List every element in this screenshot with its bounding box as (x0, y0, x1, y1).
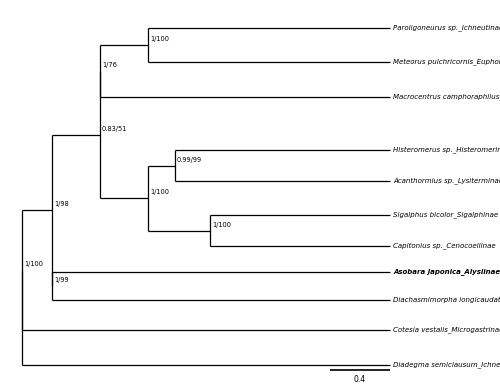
Text: Acanthormius sp._Lysiterminae  KF385867: Acanthormius sp._Lysiterminae KF385867 (393, 178, 500, 184)
Text: Sigalphus bicolor_Sigalphinae  KF385876: Sigalphus bicolor_Sigalphinae KF385876 (393, 212, 500, 218)
Text: 1/100: 1/100 (150, 36, 169, 42)
Text: Meteorus pulchricornis_Euphorinae  GU097657: Meteorus pulchricornis_Euphorinae GU0976… (393, 58, 500, 65)
Text: Macrocentrus camphoraphilus_Macrocentrinae  GU097656: Macrocentrus camphoraphilus_Macrocentrin… (393, 94, 500, 100)
Text: 1/100: 1/100 (212, 221, 231, 227)
Text: Cotesia vestalis_Microgastrinae  FJ154897: Cotesia vestalis_Microgastrinae FJ154897 (393, 327, 500, 334)
Text: Paroligoneurus sp._Ichneutinae  KJ412472: Paroligoneurus sp._Ichneutinae KJ412472 (393, 25, 500, 31)
Text: 0.83/51: 0.83/51 (102, 125, 128, 131)
Text: Diachasmimorpha longicaudata_Opiinae  GU097655: Diachasmimorpha longicaudata_Opiinae GU0… (393, 297, 500, 303)
Text: 1/100: 1/100 (150, 189, 169, 195)
Text: 0.4: 0.4 (354, 375, 366, 384)
Text: 1/100: 1/100 (24, 261, 43, 267)
Text: 0.99/99: 0.99/99 (177, 156, 202, 163)
Text: Capitonius sp._Cenocoellinae  KF385869: Capitonius sp._Cenocoellinae KF385869 (393, 243, 500, 249)
Text: Histeromerus sp._Histeromerinae  KF418765: Histeromerus sp._Histeromerinae KF418765 (393, 147, 500, 153)
Text: 1/99: 1/99 (54, 277, 68, 283)
Text: 1/76: 1/76 (102, 62, 117, 68)
Text: 1/98: 1/98 (54, 201, 69, 207)
Text: Diadegma semiclausum_Ichneumonidae  EU871947: Diadegma semiclausum_Ichneumonidae EU871… (393, 362, 500, 368)
Text: Asobara japonica_Alysiinae  MN882556: Asobara japonica_Alysiinae MN882556 (393, 269, 500, 276)
